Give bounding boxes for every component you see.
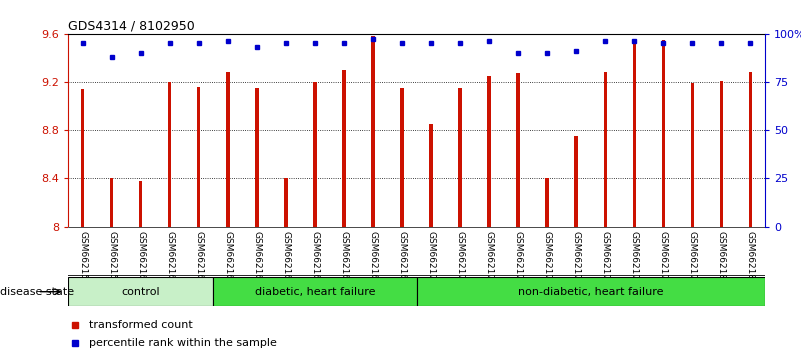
Text: GSM662163: GSM662163 — [223, 230, 232, 285]
Text: GSM662175: GSM662175 — [572, 230, 581, 285]
Bar — [487, 76, 491, 227]
Bar — [603, 72, 607, 227]
Bar — [139, 181, 143, 227]
Text: GSM662164: GSM662164 — [252, 230, 261, 285]
Text: GSM662180: GSM662180 — [717, 230, 726, 285]
Bar — [313, 82, 316, 227]
Text: GSM662166: GSM662166 — [311, 230, 320, 285]
Text: GSM662158: GSM662158 — [78, 230, 87, 285]
Text: GSM662162: GSM662162 — [195, 230, 203, 285]
Text: GSM662174: GSM662174 — [543, 230, 552, 285]
Bar — [400, 88, 404, 227]
Bar — [633, 40, 636, 227]
Bar — [284, 178, 288, 227]
Bar — [574, 136, 578, 227]
Text: GSM662170: GSM662170 — [427, 230, 436, 285]
Bar — [545, 178, 549, 227]
Text: GSM662167: GSM662167 — [340, 230, 348, 285]
Text: GSM662181: GSM662181 — [746, 230, 755, 285]
Text: GSM662177: GSM662177 — [630, 230, 638, 285]
Text: GSM662173: GSM662173 — [513, 230, 522, 285]
Bar — [213, 277, 417, 306]
Bar — [226, 72, 230, 227]
Text: GSM662179: GSM662179 — [688, 230, 697, 285]
Bar — [68, 277, 213, 306]
Text: GSM662161: GSM662161 — [165, 230, 174, 285]
Bar — [417, 277, 765, 306]
Text: GDS4314 / 8102950: GDS4314 / 8102950 — [68, 19, 195, 33]
Bar — [197, 87, 200, 227]
Bar — [719, 81, 723, 227]
Text: disease state: disease state — [0, 287, 74, 297]
Bar — [458, 88, 462, 227]
Text: GSM662169: GSM662169 — [397, 230, 406, 285]
Text: diabetic, heart failure: diabetic, heart failure — [255, 287, 375, 297]
Text: GSM662172: GSM662172 — [485, 230, 493, 285]
Text: GSM662159: GSM662159 — [107, 230, 116, 285]
Text: control: control — [122, 287, 160, 297]
Bar — [749, 72, 752, 227]
Text: GSM662160: GSM662160 — [136, 230, 145, 285]
Text: GSM662178: GSM662178 — [659, 230, 668, 285]
Text: transformed count: transformed count — [89, 320, 193, 330]
Text: GSM662165: GSM662165 — [281, 230, 290, 285]
Bar — [255, 88, 259, 227]
Bar — [429, 124, 433, 227]
Text: percentile rank within the sample: percentile rank within the sample — [89, 338, 277, 348]
Bar — [342, 70, 346, 227]
Bar — [690, 83, 694, 227]
Bar — [662, 40, 665, 227]
Text: GSM662171: GSM662171 — [456, 230, 465, 285]
Bar — [371, 36, 375, 227]
Text: GSM662168: GSM662168 — [368, 230, 377, 285]
Bar — [168, 82, 171, 227]
Bar — [517, 73, 520, 227]
Bar — [110, 178, 114, 227]
Bar — [81, 89, 84, 227]
Text: GSM662176: GSM662176 — [601, 230, 610, 285]
Text: non-diabetic, heart failure: non-diabetic, heart failure — [518, 287, 663, 297]
